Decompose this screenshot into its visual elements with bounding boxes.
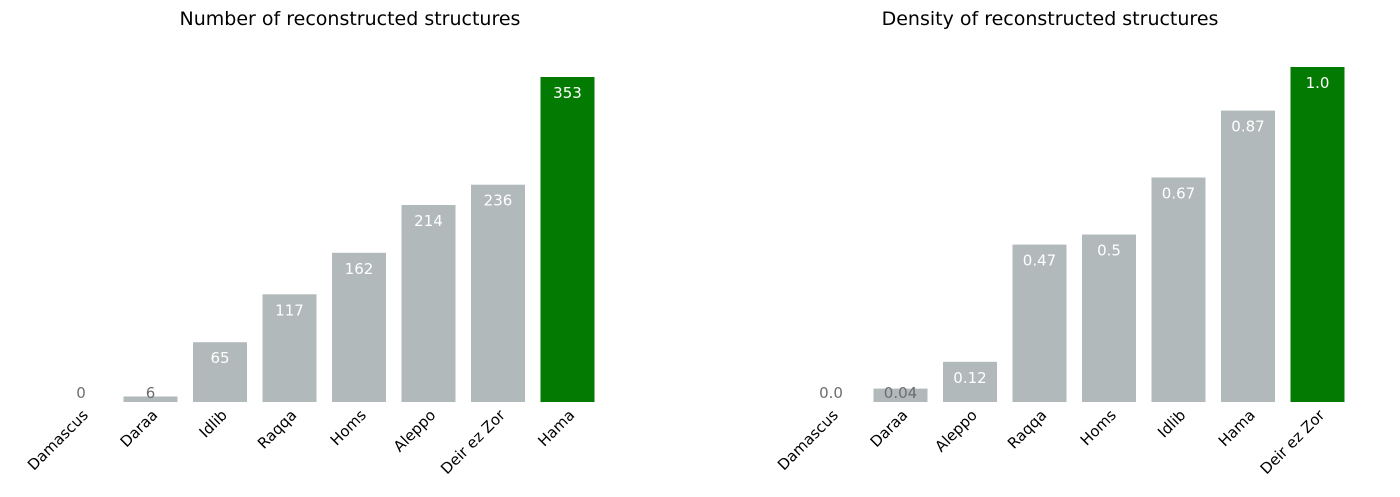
bar-value-label: 6: [146, 384, 156, 402]
x-tick-label: Raqqa: [254, 406, 300, 452]
bar-value-label: 0.67: [1162, 185, 1195, 203]
bar-idlib: [1151, 177, 1206, 402]
x-tick-label: Idlib: [1154, 406, 1189, 441]
bar-homs: [332, 252, 386, 402]
bar-daraa: [123, 396, 178, 402]
x-tick-label: Deir ez Zor: [437, 406, 509, 478]
x-tick-label: Aleppo: [390, 406, 439, 455]
x-tick-label: Daraa: [117, 406, 162, 451]
bar-value-label: 0.04: [884, 384, 917, 402]
x-tick-label: Hama: [1215, 406, 1259, 450]
bar-aleppo: [401, 205, 456, 402]
chart-title: Number of reconstructed structures: [179, 8, 521, 30]
bar-value-label: 0.12: [953, 369, 986, 387]
bar-value-label: 0.0: [819, 384, 843, 402]
bar-value-label: 0.47: [1023, 252, 1056, 270]
bar-deir-ez-zor: [1290, 67, 1345, 402]
x-tick-label: Homs: [1077, 406, 1120, 449]
bar-value-label: 0.5: [1097, 242, 1121, 260]
x-tick-label: Damascus: [24, 406, 92, 474]
bar-hama: [540, 77, 595, 402]
bar-daraa: [873, 388, 928, 402]
bar-value-label: 0: [76, 384, 86, 402]
bar-value-label: 117: [275, 301, 304, 319]
bar-chart-svg: 0.0 Damascus 0.04 Daraa 0.12 Aleppo 0.47 Raqqa 0…: [774, 67, 1345, 478]
bar-value-label: 65: [210, 349, 229, 367]
x-tick-label: Deir ez Zor: [1257, 406, 1329, 478]
bar-value-label: 0.87: [1231, 118, 1264, 136]
bar-aleppo: [943, 361, 997, 402]
bar-raqqa: [1012, 244, 1067, 402]
x-tick-label: Aleppo: [931, 406, 980, 455]
bar-value-label: 236: [484, 192, 513, 210]
x-tick-label: Idlib: [196, 406, 231, 441]
bar-idlib: [193, 342, 247, 402]
chart-reconstructed-count: Number of reconstructed structures 0 Dama…: [24, 8, 595, 478]
x-tick-label: Homs: [327, 406, 370, 449]
chart-reconstructed-density: Density of reconstructed structures 0.0 D…: [700, 0, 1400, 497]
bar-hama: [1221, 110, 1275, 402]
bar-homs: [1082, 234, 1136, 402]
bar-value-label: 214: [414, 212, 443, 230]
bar-value-label: 353: [553, 84, 582, 102]
x-tick-label: Daraa: [867, 406, 912, 451]
bar-value-label: 162: [345, 260, 374, 278]
bar-chart-svg: 0 Damascus 6 Daraa 65 Idlib 117 Raqqa 162 Homs 214…: [24, 77, 595, 478]
x-tick-label: Raqqa: [1004, 406, 1050, 452]
chart-title: Density of reconstructed structures: [881, 8, 1219, 30]
x-tick-label: Hama: [534, 406, 578, 450]
bar-deir-ez-zor: [471, 184, 525, 402]
bar-value-label: 1.0: [1306, 74, 1330, 92]
x-tick-label: Damascus: [774, 406, 842, 474]
bar-raqqa: [262, 294, 317, 402]
